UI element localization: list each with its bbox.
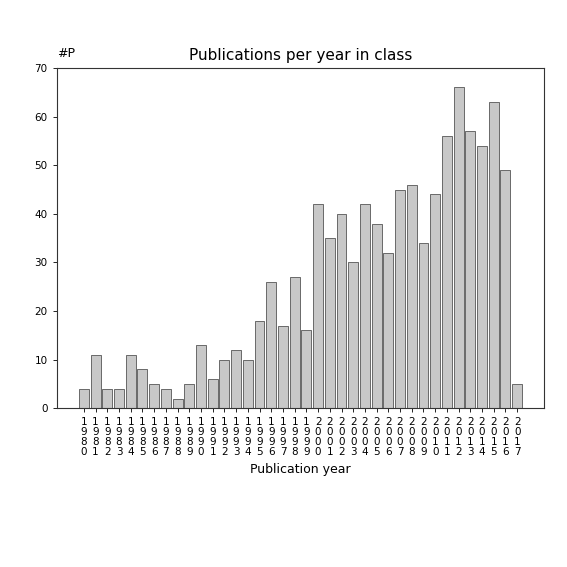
- Bar: [161, 389, 171, 408]
- Bar: [395, 189, 405, 408]
- Title: Publications per year in class: Publications per year in class: [189, 48, 412, 63]
- Bar: [430, 194, 440, 408]
- Bar: [278, 325, 288, 408]
- Bar: [383, 253, 393, 408]
- Bar: [371, 223, 382, 408]
- Text: #P: #P: [57, 46, 75, 60]
- Bar: [243, 359, 253, 408]
- Bar: [126, 355, 136, 408]
- Bar: [137, 369, 147, 408]
- Bar: [489, 102, 499, 408]
- Bar: [290, 277, 299, 408]
- Bar: [219, 359, 230, 408]
- Bar: [418, 243, 429, 408]
- Bar: [313, 204, 323, 408]
- Bar: [255, 321, 264, 408]
- Bar: [325, 238, 335, 408]
- Bar: [337, 214, 346, 408]
- Bar: [360, 204, 370, 408]
- Bar: [172, 399, 183, 408]
- Bar: [114, 389, 124, 408]
- Bar: [196, 345, 206, 408]
- Bar: [454, 87, 464, 408]
- Bar: [477, 146, 487, 408]
- Bar: [149, 384, 159, 408]
- X-axis label: Publication year: Publication year: [250, 463, 351, 476]
- Bar: [266, 282, 276, 408]
- Bar: [348, 263, 358, 408]
- Bar: [91, 355, 100, 408]
- Bar: [231, 350, 241, 408]
- Bar: [466, 131, 475, 408]
- Bar: [102, 389, 112, 408]
- Bar: [501, 170, 510, 408]
- Bar: [442, 136, 452, 408]
- Bar: [208, 379, 218, 408]
- Bar: [302, 331, 311, 408]
- Bar: [407, 185, 417, 408]
- Bar: [79, 389, 89, 408]
- Bar: [512, 384, 522, 408]
- Bar: [184, 384, 194, 408]
